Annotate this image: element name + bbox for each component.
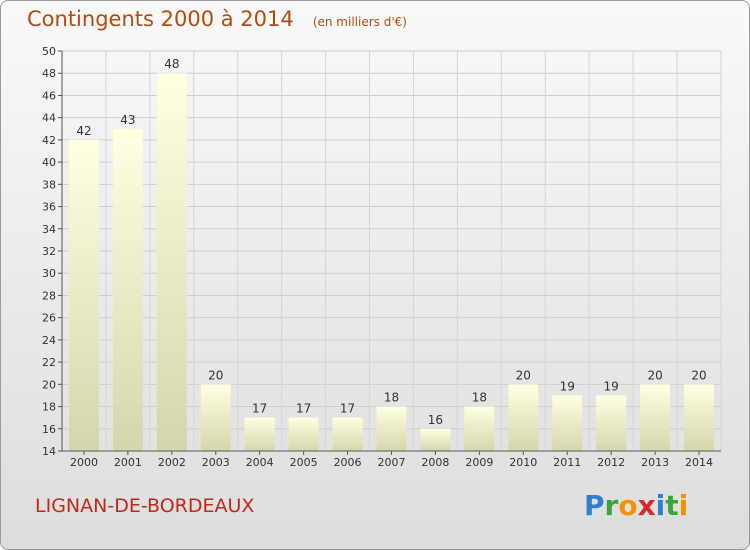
y-tick-label: 46 [42, 89, 56, 102]
bar [552, 395, 583, 451]
y-tick-label: 42 [42, 134, 56, 147]
bar-value-label: 43 [120, 113, 135, 127]
bar-value-label: 18 [472, 391, 487, 405]
commune-name: LIGNAN-DE-BORDEAUX [35, 495, 255, 517]
bar-value-label: 17 [340, 402, 355, 416]
y-tick-label: 14 [42, 445, 56, 458]
bar-value-label: 48 [164, 57, 179, 71]
bar [244, 417, 275, 451]
y-tick-label: 34 [42, 223, 56, 236]
x-tick-label: 2004 [246, 456, 274, 469]
bar-value-label: 20 [647, 368, 662, 382]
x-tick-label: 2013 [641, 456, 669, 469]
bar [156, 73, 187, 451]
bar-value-label: 19 [560, 379, 575, 393]
x-tick-label: 2007 [378, 456, 406, 469]
x-tick-label: 2010 [509, 456, 537, 469]
y-tick-label: 22 [42, 356, 56, 369]
bar [112, 128, 143, 451]
y-tick-label: 20 [42, 378, 56, 391]
bar [420, 428, 451, 451]
y-tick-label: 26 [42, 312, 56, 325]
bar-value-label: 16 [428, 413, 443, 427]
y-tick-label: 32 [42, 245, 56, 258]
bar-value-label: 18 [384, 391, 399, 405]
bar-value-label: 20 [516, 368, 531, 382]
x-tick-label: 2011 [553, 456, 581, 469]
bar [684, 384, 715, 451]
bar [464, 406, 495, 451]
bar-value-label: 20 [208, 368, 223, 382]
bar-value-label: 17 [296, 402, 311, 416]
proxiti-logo[interactable]: Proxiti [584, 489, 689, 522]
y-tick-label: 18 [42, 401, 56, 414]
y-tick-label: 36 [42, 201, 56, 214]
y-tick-label: 50 [42, 45, 56, 58]
bar [332, 417, 363, 451]
x-tick-label: 2000 [70, 456, 98, 469]
chart-title: Contingents 2000 à 2014 [27, 7, 294, 31]
y-tick-label: 16 [42, 423, 56, 436]
x-tick-label: 2002 [158, 456, 186, 469]
bar [508, 384, 539, 451]
x-tick-label: 2014 [685, 456, 713, 469]
bar [288, 417, 319, 451]
bar-value-label: 20 [691, 368, 706, 382]
bar-value-label: 42 [76, 124, 91, 138]
chart-subtitle: (en milliers d'€) [312, 15, 407, 29]
x-tick-label: 2001 [114, 456, 142, 469]
bars-layer: 42 43 48 20 17 17 17 18 16 18 20 19 19 20 20 [68, 57, 715, 451]
x-tick-label: 2009 [465, 456, 493, 469]
bar-value-label: 19 [604, 379, 619, 393]
bar [376, 406, 407, 451]
y-tick-label: 48 [42, 67, 56, 80]
x-tick-label: 2006 [334, 456, 362, 469]
axis-layer: 14 16 18 20 22 24 26 28 30 32 34 36 38 40 42 44 46 48 50 20… [42, 45, 721, 469]
bar-value-label: 17 [252, 402, 267, 416]
x-tick-label: 2003 [202, 456, 230, 469]
bar [200, 384, 231, 451]
y-tick-label: 44 [42, 112, 56, 125]
x-tick-label: 2008 [421, 456, 449, 469]
x-tick-label: 2012 [597, 456, 625, 469]
y-tick-label: 30 [42, 267, 56, 280]
y-tick-label: 38 [42, 178, 56, 191]
bar [596, 395, 627, 451]
x-tick-label: 2005 [290, 456, 318, 469]
title-row: Contingents 2000 à 2014 (en milliers d'€… [27, 7, 407, 31]
bar [640, 384, 671, 451]
y-tick-label: 40 [42, 156, 56, 169]
y-tick-label: 24 [42, 334, 56, 347]
bar [68, 139, 99, 451]
y-tick-label: 28 [42, 289, 56, 302]
